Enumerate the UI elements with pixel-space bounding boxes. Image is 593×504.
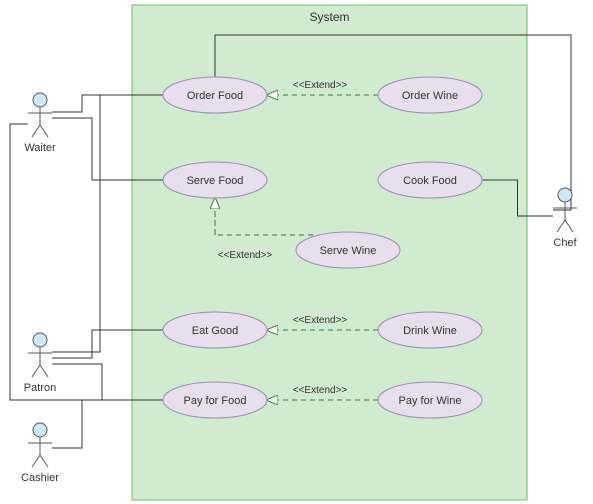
actor-label-patron: Patron	[24, 382, 56, 394]
actor-patron: Patron	[24, 333, 56, 394]
actor-label-chef: Chef	[553, 237, 577, 249]
system-title: System	[309, 10, 349, 24]
usecase-label-order-food: Order Food	[187, 90, 243, 102]
usecase-pay-for-wine: Pay for Wine	[378, 382, 482, 418]
extend-label-order-wine: <<Extend>>	[293, 80, 348, 91]
usecase-order-food: Order Food	[163, 77, 267, 113]
usecase-label-pay-for-wine: Pay for Wine	[399, 395, 462, 407]
actor-head-icon	[33, 93, 47, 107]
usecase-drink-wine: Drink Wine	[378, 312, 482, 348]
actor-chef: Chef	[553, 188, 578, 249]
actor-cashier: Cashier	[21, 423, 59, 484]
usecase-serve-wine: Serve Wine	[296, 232, 400, 268]
actor-label-waiter: Waiter	[24, 142, 56, 154]
usecase-label-order-wine: Order Wine	[402, 90, 458, 102]
actor-waiter: Waiter	[24, 93, 56, 154]
usecase-cook-food: Cook Food	[378, 162, 482, 198]
usecase-label-drink-wine: Drink Wine	[403, 325, 457, 337]
usecase-pay-for-food: Pay for Food	[163, 382, 267, 418]
usecase-label-serve-food: Serve Food	[187, 175, 244, 187]
usecase-label-eat-good: Eat Good	[192, 325, 238, 337]
actor-head-icon	[558, 188, 572, 202]
actor-label-cashier: Cashier	[21, 472, 59, 484]
extend-label-serve-wine: <<Extend>>	[218, 250, 273, 261]
extend-label-pay-for-wine: <<Extend>>	[293, 385, 348, 396]
usecase-label-cook-food: Cook Food	[403, 175, 457, 187]
usecase-label-pay-for-food: Pay for Food	[184, 395, 247, 407]
extend-label-drink-wine: <<Extend>>	[293, 315, 348, 326]
usecase-eat-good: Eat Good	[163, 312, 267, 348]
use-case-diagram: System <<Extend>> <<Extend>> <<Extend>> <<Ex…	[0, 0, 593, 504]
usecase-serve-food: Serve Food	[163, 162, 267, 198]
usecase-label-serve-wine: Serve Wine	[320, 245, 377, 257]
actor-head-icon	[33, 333, 47, 347]
actor-head-icon	[33, 423, 47, 437]
usecase-order-wine: Order Wine	[378, 77, 482, 113]
